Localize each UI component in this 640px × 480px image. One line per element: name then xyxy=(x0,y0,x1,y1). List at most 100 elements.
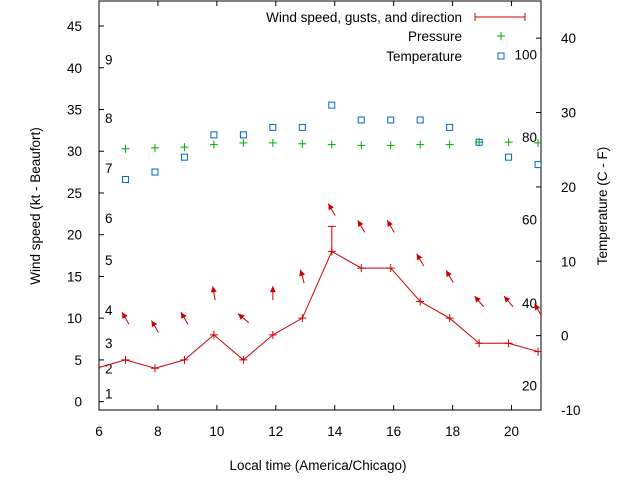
wind-direction-arrowhead xyxy=(210,286,217,293)
wind-direction-arrowhead xyxy=(299,269,305,277)
y-right-tick-label: 40 xyxy=(561,31,576,46)
temperature-point xyxy=(269,123,277,131)
temperature-point xyxy=(151,168,159,176)
legend-swatch-temperature xyxy=(497,52,505,60)
wind-direction-arrowhead xyxy=(238,313,245,320)
pressure-point xyxy=(121,144,130,153)
legend-label-pressure: Pressure xyxy=(408,29,462,44)
y-right-tick-label: 20 xyxy=(561,180,576,195)
legend-label-temperature: Temperature xyxy=(386,49,462,64)
x-axis-label: Local time (America/Chicago) xyxy=(229,458,406,473)
y-right-tick-label: 30 xyxy=(561,106,576,121)
pressure-point xyxy=(327,140,336,149)
beaufort-label: 8 xyxy=(105,111,113,126)
x-tick-label: 20 xyxy=(504,424,519,439)
wind-direction-arrowhead xyxy=(122,312,128,319)
wind-speed-point xyxy=(386,264,395,273)
wind-direction-arrowhead xyxy=(269,286,276,293)
y-left-tick-label: 20 xyxy=(67,228,82,243)
wind-speed-point xyxy=(298,314,307,323)
pressure-point xyxy=(298,139,307,148)
plot-frame xyxy=(98,0,542,411)
wind-speed-point xyxy=(445,314,454,323)
y-left-tick-label: 10 xyxy=(67,311,82,326)
x-tick-label: 16 xyxy=(386,424,401,439)
y-left-tick-label: 15 xyxy=(67,269,82,284)
wind-direction-arrowhead xyxy=(504,296,511,303)
pressure-point xyxy=(504,138,513,147)
temperature-point xyxy=(328,101,336,109)
fahrenheit-label: 40 xyxy=(522,296,537,311)
x-tick-label: 18 xyxy=(445,424,460,439)
wind-direction-arrowhead xyxy=(151,320,158,328)
temperature-point xyxy=(210,131,218,139)
wind-direction-arrowhead xyxy=(474,296,481,303)
wind-direction-arrowhead xyxy=(534,303,541,311)
wind-speed-line xyxy=(99,250,539,369)
pressure-point xyxy=(445,140,454,149)
wind-speed-point xyxy=(504,339,513,348)
wind-speed-point xyxy=(475,339,484,348)
wind-speed-point xyxy=(239,355,248,364)
fahrenheit-label: 80 xyxy=(522,130,537,145)
x-tick-label: 8 xyxy=(154,424,162,439)
pressure-point xyxy=(357,141,366,150)
pressure-point xyxy=(416,140,425,149)
y-left-tick-label: 5 xyxy=(74,353,82,368)
y-left-tick-label: 30 xyxy=(67,144,82,159)
pressure-point xyxy=(239,138,248,147)
pressure-point xyxy=(180,143,189,152)
wind-speed-point xyxy=(121,355,130,364)
wind-speed-point xyxy=(416,297,425,306)
legend: Wind speed, gusts, and direction Pressur… xyxy=(266,10,526,64)
y-right-tick-label: -10 xyxy=(561,403,581,418)
beaufort-label: 2 xyxy=(105,361,113,376)
pressure-point xyxy=(209,140,218,149)
x-tick-label: 10 xyxy=(209,424,224,439)
temperature-point xyxy=(387,116,395,124)
temperature-point xyxy=(446,123,454,131)
wind-gust-bar xyxy=(327,225,336,252)
wind-direction-arrowhead xyxy=(328,203,334,211)
temperature-point xyxy=(475,138,483,146)
temperature-point xyxy=(239,131,247,139)
pressure-point xyxy=(150,143,159,152)
legend-label-wind: Wind speed, gusts, and direction xyxy=(266,10,462,25)
beaufort-label: 5 xyxy=(105,253,113,268)
beaufort-label: 1 xyxy=(105,386,113,401)
wind-direction-arrowhead xyxy=(416,253,423,261)
y-left-tick-label: 0 xyxy=(74,395,82,410)
fahrenheit-label: 20 xyxy=(522,378,537,393)
pressure-point xyxy=(386,141,395,150)
wind-direction-arrowhead xyxy=(180,312,187,319)
y-right-tick-label: 10 xyxy=(561,254,576,269)
temperature-point xyxy=(298,123,306,131)
y-left-tick-label: 25 xyxy=(67,186,82,201)
y-axis-label-left: Wind speed (kt - Beaufort) xyxy=(28,127,43,285)
temperature-point xyxy=(357,116,365,124)
temperature-point xyxy=(534,161,541,169)
temperature-point xyxy=(180,153,188,161)
temperature-point xyxy=(122,175,130,183)
beaufort-label: 6 xyxy=(105,211,113,226)
y-axis-label-right: Temperature (C - F) xyxy=(595,147,610,266)
y-left-tick-label: 45 xyxy=(67,19,82,34)
beaufort-label: 9 xyxy=(105,52,113,67)
temperature-point xyxy=(416,116,424,124)
fahrenheit-label: 100 xyxy=(514,48,537,63)
wind-speed-point xyxy=(209,330,218,339)
x-tick-label: 14 xyxy=(327,424,343,439)
temperature-point xyxy=(505,153,513,161)
wind-speed-point xyxy=(268,330,277,339)
y-left-tick-label: 40 xyxy=(67,61,82,76)
series-layer xyxy=(99,101,541,373)
pressure-point xyxy=(534,138,541,147)
beaufort-label: 4 xyxy=(105,303,113,318)
wind-direction-arrowhead xyxy=(357,220,364,228)
x-tick-label: 12 xyxy=(268,424,283,439)
wind-speed-point xyxy=(150,364,159,373)
beaufort-label: 7 xyxy=(105,161,113,176)
pressure-point xyxy=(268,138,277,147)
beaufort-label: 3 xyxy=(105,336,113,351)
